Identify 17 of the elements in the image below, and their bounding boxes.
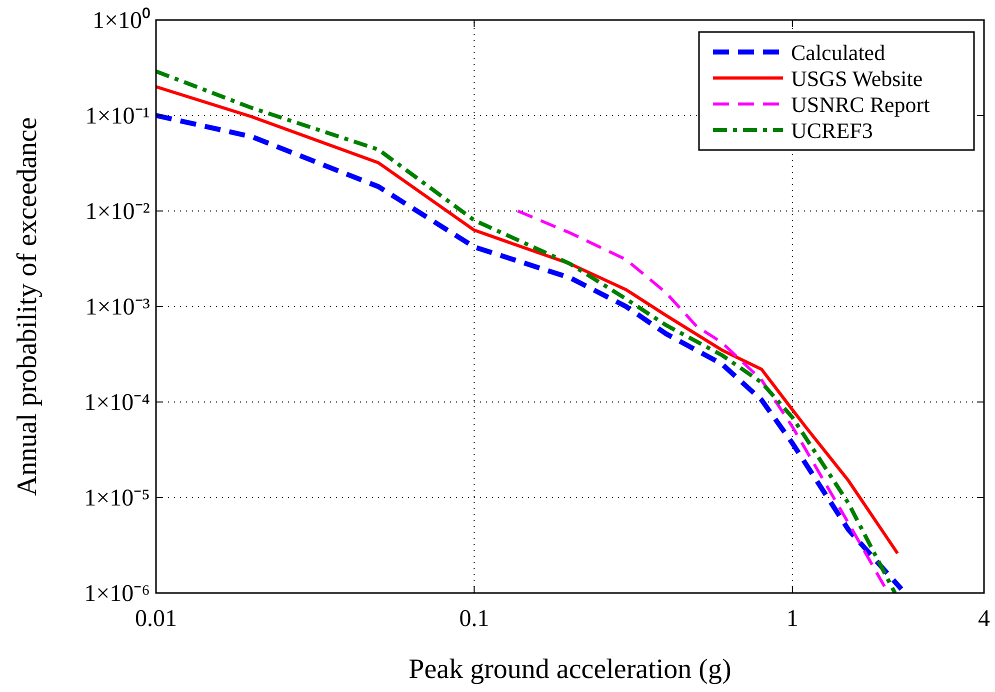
legend-label: USGS Website [791,66,923,91]
y-tick-label: 1×10⁻⁴ [84,390,150,416]
legend-label: Calculated [791,40,886,65]
y-tick-label: 1×10⁻⁵ [84,486,150,512]
y-tick-label: 1×10⁻² [85,199,150,225]
y-tick-label: 1×10⁰ [92,7,150,34]
x-tick-label: 0.1 [459,606,490,632]
x-tick-label: 1 [786,606,798,632]
x-tick-label: 4 [978,606,990,632]
x-axis-title: Peak ground acceleration (g) [408,654,732,685]
y-tick-label: 1×10⁻³ [85,294,150,320]
y-axis-title: Annual probability of exceedance [12,117,43,496]
y-tick-label: 1×10⁻¹ [85,104,150,130]
y-tick-label: 1×10⁻⁶ [84,581,150,607]
legend-label: UCREF3 [791,118,873,143]
x-tick-label: 0.01 [135,606,177,632]
legend-label: USNRC Report [791,92,930,117]
